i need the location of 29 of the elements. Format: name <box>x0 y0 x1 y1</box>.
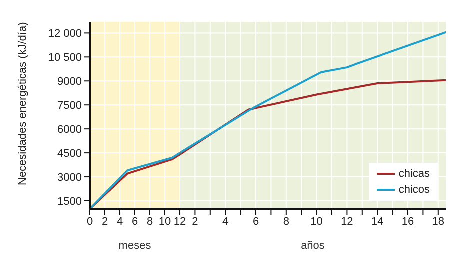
y-tick-label: 7500 <box>58 100 82 112</box>
x-tick-label: 2 <box>102 216 108 228</box>
x-tick-label: 6 <box>132 216 138 228</box>
x-tick-label: 4 <box>222 216 229 228</box>
x-tick-label: 6 <box>252 216 260 228</box>
x-tick-label: 8 <box>283 216 290 228</box>
y-axis-title: Necesidades energéticas (kJ/día) <box>16 22 29 186</box>
y-tick-label: 10 500 <box>48 52 82 64</box>
x-tick-label: 16 <box>402 216 414 228</box>
x-tick-label: 10 <box>158 216 172 228</box>
y-tick-label: 4500 <box>58 148 82 160</box>
x-tick-label: 14 <box>371 216 384 228</box>
y-tick-label: 12 000 <box>48 28 82 40</box>
y-tick-label: 3000 <box>58 172 82 184</box>
x-tick-label: 10 <box>310 216 323 228</box>
y-tick-label: 9000 <box>58 76 82 88</box>
x-axis-title: años <box>301 240 326 252</box>
x-axis-title: meses <box>118 240 152 252</box>
x-tick-label: 4 <box>116 216 124 228</box>
legend-label: chicas <box>398 167 430 182</box>
x-tick-label: 2 <box>192 216 198 228</box>
legend-label: chicos <box>398 183 430 198</box>
x-tick-label: 12 <box>174 216 186 228</box>
x-tick-label: 8 <box>146 216 154 228</box>
y-tick-label: 1500 <box>58 196 82 208</box>
x-tick-label: 0 <box>86 216 94 228</box>
x-tick-label: 18 <box>432 216 445 228</box>
x-tick-label: 12 <box>341 216 354 228</box>
y-tick-label: 6000 <box>58 124 82 136</box>
